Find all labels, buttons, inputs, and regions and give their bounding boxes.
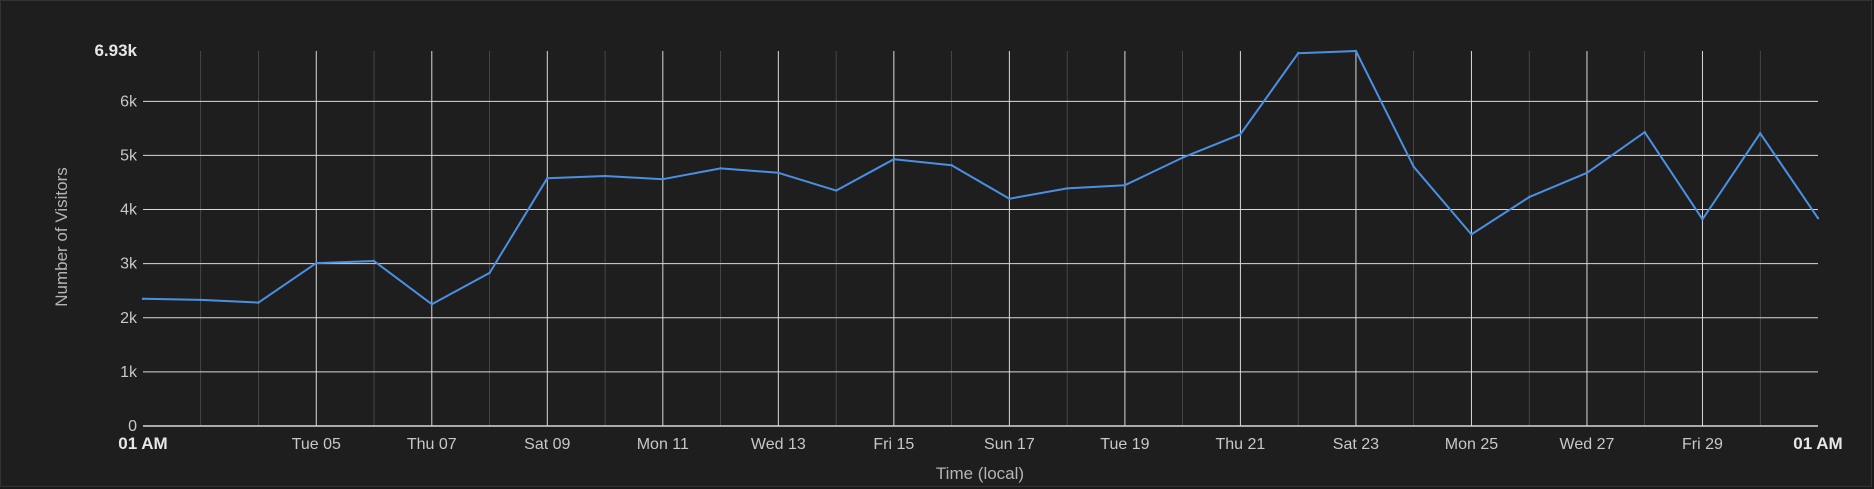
data-point — [1123, 183, 1127, 187]
data-point — [546, 176, 549, 180]
x-tick-label: 01 AM — [1793, 434, 1842, 453]
data-point — [661, 178, 665, 181]
x-tick-label: Thu 21 — [1216, 436, 1266, 453]
y-tick-label: 6k — [120, 93, 138, 110]
y-tick-label: 2k — [120, 310, 138, 327]
data-point — [141, 297, 145, 301]
data-point — [1585, 171, 1589, 174]
data-point — [430, 303, 433, 306]
x-tick-label: Mon 11 — [637, 436, 689, 453]
data-point — [1701, 218, 1704, 221]
y-axis-tick-labels: 0 1k 2k 3k 4k 5k 6k 6.93k — [94, 41, 138, 435]
data-point — [1412, 165, 1415, 169]
data-point — [1643, 130, 1646, 134]
data-point — [315, 261, 318, 265]
x-tick-label: Fri 29 — [1682, 436, 1723, 453]
x-tick-label: Sat 23 — [1333, 436, 1379, 453]
data-point — [372, 259, 376, 263]
y-tick-label: 5k — [120, 147, 138, 164]
x-tick-label: Wed 13 — [751, 436, 806, 453]
x-tick-label: Tue 05 — [292, 436, 341, 453]
data-point — [1816, 217, 1820, 220]
x-tick-label: Wed 27 — [1560, 436, 1615, 453]
data-point — [1528, 195, 1531, 199]
data-point — [1239, 133, 1242, 136]
vertical-gridlines — [200, 51, 1761, 426]
data-point — [257, 301, 260, 304]
x-axis-tick-labels: 01 AM Tue 05 Thu 07 Sat 09 Mon 11 Wed 13 Fri 1… — [118, 434, 1842, 453]
data-point — [1008, 197, 1011, 200]
data-point — [1296, 51, 1300, 55]
data-point — [950, 163, 953, 167]
x-axis-label: Time (local) — [936, 464, 1024, 483]
x-tick-label: Tue 19 — [1100, 436, 1149, 453]
y-tick-label: 0 — [128, 418, 137, 435]
data-point — [488, 271, 491, 275]
data-point — [1065, 187, 1069, 190]
data-point — [1759, 132, 1762, 135]
x-tick-label: Sat 09 — [524, 436, 570, 453]
y-tick-label: 6.93k — [94, 41, 137, 60]
horizontal-gridlines — [143, 100, 1818, 427]
y-axis-label: Number of Visitors — [52, 167, 71, 307]
data-point — [777, 171, 780, 174]
x-tick-label: Mon 25 — [1445, 436, 1498, 453]
y-tick-label: 1k — [120, 364, 138, 381]
data-point — [719, 167, 722, 170]
data-point — [603, 174, 607, 178]
x-tick-label: Fri 15 — [873, 436, 914, 453]
series-line — [142, 50, 1819, 306]
y-tick-label: 4k — [120, 202, 138, 219]
data-point — [1181, 156, 1184, 159]
data-point — [1470, 233, 1473, 236]
data-point — [834, 189, 838, 192]
x-tick-label: Sun 17 — [984, 436, 1035, 453]
series-group — [141, 49, 1820, 306]
x-tick-label: 01 AM — [118, 434, 167, 453]
data-point — [892, 158, 896, 161]
y-tick-label: 3k — [120, 256, 138, 273]
x-tick-label: Thu 07 — [407, 436, 457, 453]
data-point — [1354, 49, 1358, 53]
data-point — [199, 298, 202, 302]
